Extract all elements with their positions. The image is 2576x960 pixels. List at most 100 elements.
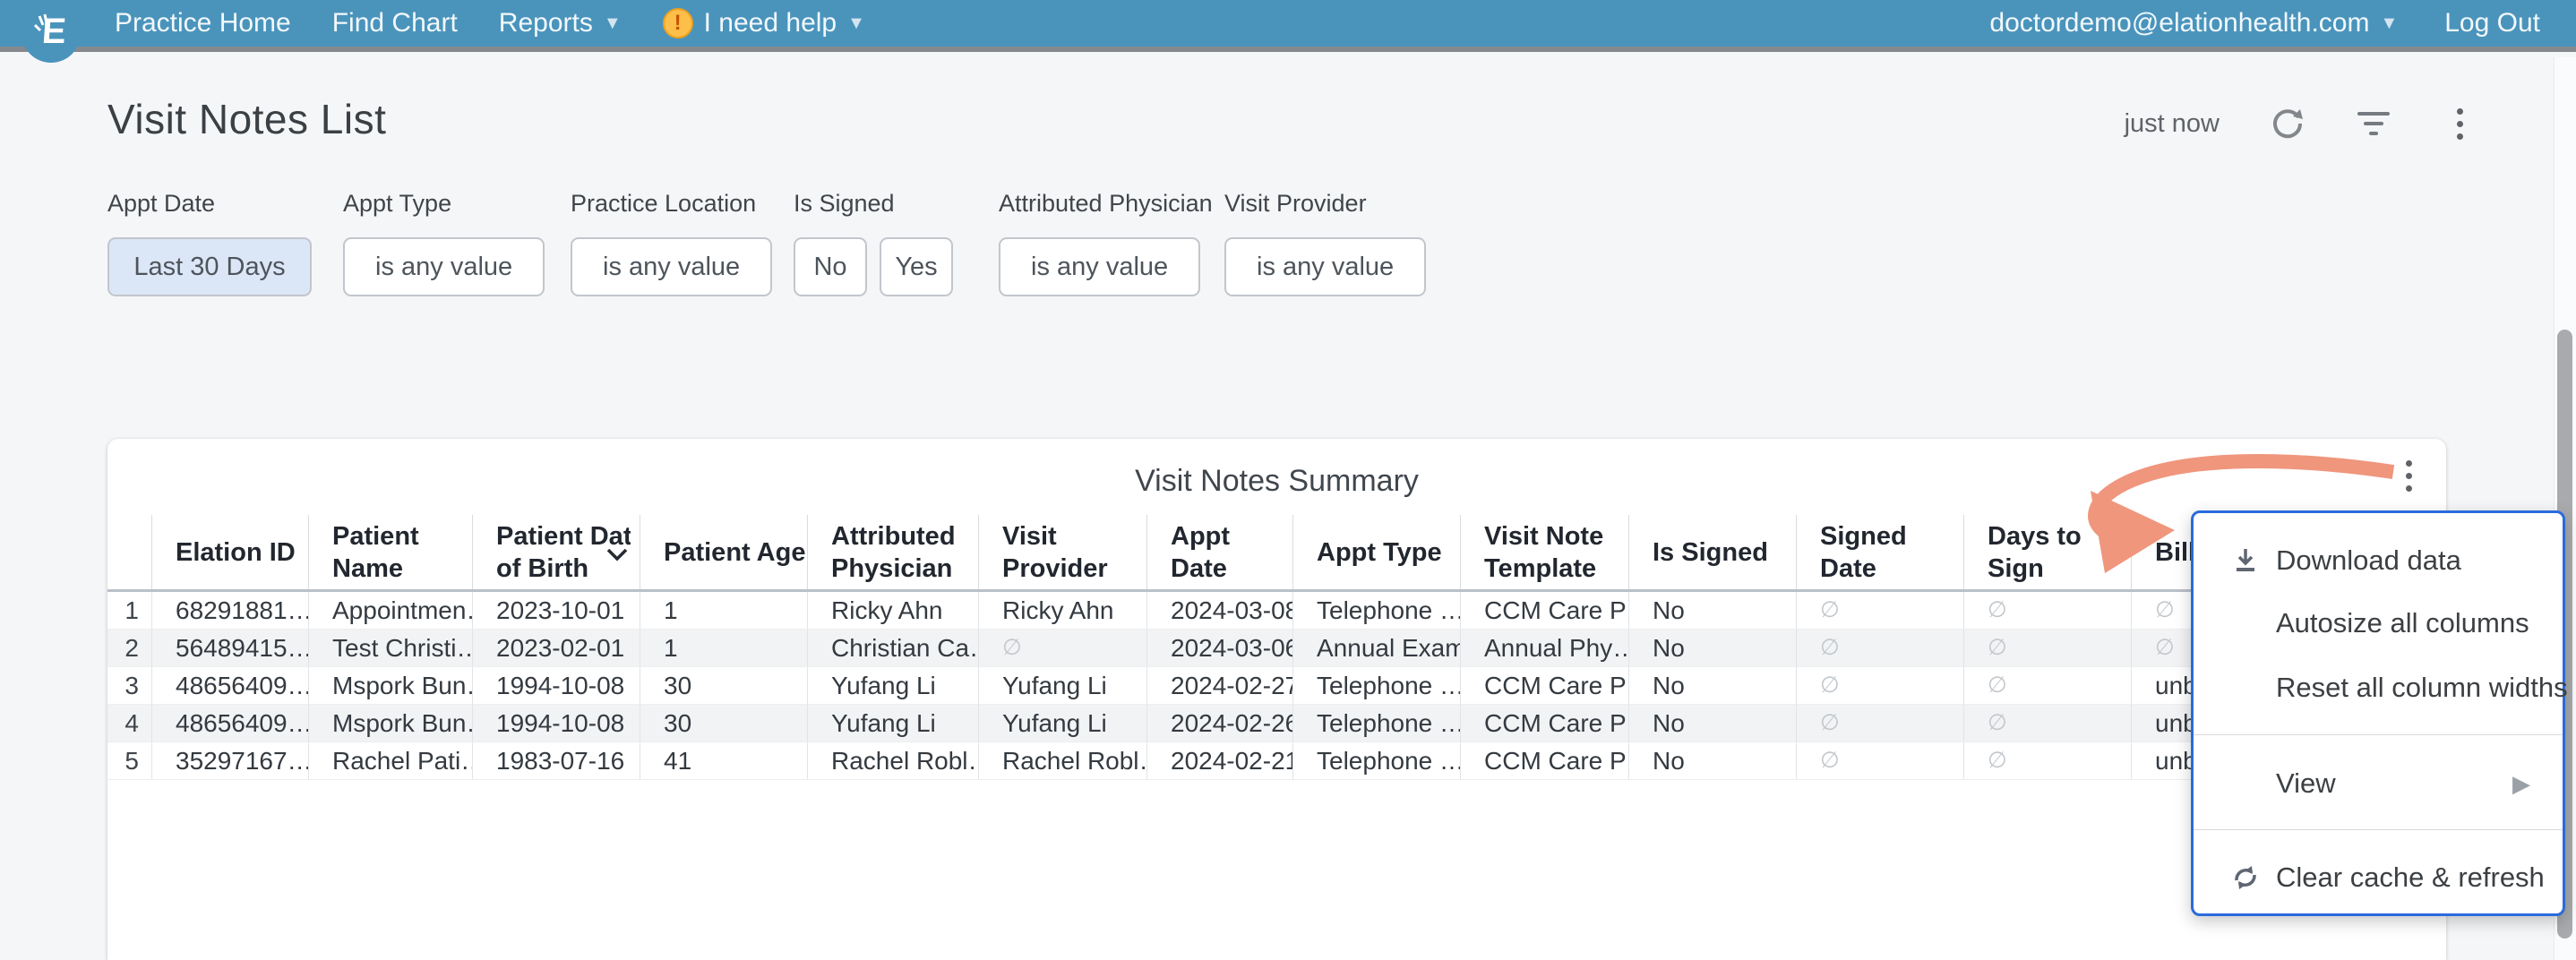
menu-item-view[interactable]: View ▶ <box>2276 767 2530 799</box>
column-header-patient-name[interactable]: Patient Name <box>308 515 472 589</box>
cell-template: Annual Phy… <box>1460 630 1628 666</box>
cell-attributed: Yufang Li <box>807 705 978 741</box>
row-number: 4 <box>125 709 139 737</box>
filter-appt-type: Appt Type is any value <box>343 190 545 296</box>
tile-more-options-icon[interactable] <box>2406 460 2412 492</box>
cell-age: 30 <box>640 705 807 741</box>
sync-icon <box>2229 861 2262 894</box>
column-header-is-signed[interactable]: Is Signed <box>1628 515 1796 589</box>
null-value-icon: ∅ <box>1796 592 1963 629</box>
cell-elation-id: 56489415… <box>151 630 308 666</box>
cell-dob: 2023-10-01 <box>472 592 640 629</box>
cell-dob: 2023-02-01 <box>472 630 640 666</box>
cell-patient-name: Test Christi… <box>308 630 472 666</box>
warning-icon: ! <box>662 8 693 39</box>
column-header-visit-provider[interactable]: Visit Provider <box>978 515 1146 589</box>
cell-elation-id: 35297167… <box>151 742 308 779</box>
cell-age: 41 <box>640 742 807 779</box>
cell-attributed: Rachel Robl… <box>807 742 978 779</box>
account-menu[interactable]: doctordemo@elationhealth.com ▼ <box>1989 8 2399 38</box>
cell-template: CCM Care P… <box>1460 592 1628 629</box>
column-header-appt-date[interactable]: Appt Date <box>1146 515 1292 589</box>
column-header-elation-id[interactable]: Elation ID <box>151 515 308 589</box>
filter-label: Attributed Physician <box>999 190 1213 217</box>
logo-rays-icon <box>33 13 48 32</box>
cell-template: CCM Care P… <box>1460 705 1628 741</box>
appt-date-filter-button[interactable]: Last 30 Days <box>107 237 312 296</box>
filter-appt-date: Appt Date Last 30 Days <box>107 190 312 296</box>
cell-dob: 1994-10-08 <box>472 667 640 704</box>
cell-is-signed: No <box>1628 592 1796 629</box>
column-header-signed-date[interactable]: Signed Date <box>1796 515 1963 589</box>
elation-logo[interactable]: E <box>21 4 81 63</box>
nav-find-chart[interactable]: Find Chart <box>331 8 458 38</box>
log-out-button[interactable]: Log Out <box>2444 8 2540 38</box>
column-header-patient-dob[interactable]: Patient Date of Birth <box>472 515 640 589</box>
cell-appt-type: Telephone … <box>1292 705 1460 741</box>
visit-provider-filter-button[interactable]: is any value <box>1224 237 1427 296</box>
filter-label: Visit Provider <box>1224 190 1367 217</box>
column-header-patient-age[interactable]: Patient Age <box>640 515 807 589</box>
cell-appt-type: Telephone … <box>1292 592 1460 629</box>
column-header-days-to-sign[interactable]: Days to Sign <box>1963 515 2131 589</box>
cell-dob: 1994-10-08 <box>472 705 640 741</box>
row-number: 3 <box>125 672 139 699</box>
table-row[interactable]: 3 48656409… Mspork Bun… 1994-10-08 30 Yu… <box>107 667 2446 705</box>
download-icon <box>2229 545 2262 576</box>
logo-letter: E <box>40 11 67 51</box>
cell-provider: Yufang Li <box>978 667 1146 704</box>
menu-item-clear-cache-refresh[interactable]: Clear cache & refresh <box>2194 856 2563 899</box>
menu-item-autosize-columns[interactable]: Autosize all columns <box>2276 607 2529 639</box>
menu-item-download-data[interactable]: Download data <box>2194 539 2563 582</box>
cell-is-signed: No <box>1628 630 1796 666</box>
last-refreshed-label: just now <box>2124 108 2220 138</box>
table-row[interactable]: 5 35297167… Rachel Pati… 1983-07-16 41 R… <box>107 742 2446 780</box>
null-value-icon: ∅ <box>2131 592 2446 629</box>
more-options-icon[interactable] <box>2442 106 2477 141</box>
attributed-physician-filter-button[interactable]: is any value <box>999 237 1201 296</box>
is-signed-no-button[interactable]: No <box>794 237 867 296</box>
cell-elation-id: 48656409… <box>151 705 308 741</box>
cell-patient-name: Mspork Bun… <box>308 667 472 704</box>
practice-location-filter-button[interactable]: is any value <box>571 237 773 296</box>
is-signed-yes-button[interactable]: Yes <box>880 237 953 296</box>
column-header-rownum <box>107 515 151 589</box>
nav-need-help[interactable]: ! I need help ▼ <box>662 8 865 39</box>
refresh-icon[interactable] <box>2270 106 2306 141</box>
menu-separator <box>2194 829 2563 830</box>
column-header-visit-note-template[interactable]: Visit Note Template <box>1460 515 1628 589</box>
cell-appt-date: 2024-02-26 <box>1146 705 1292 741</box>
page-toolbar: just now <box>2125 106 2477 141</box>
cell-is-signed: No <box>1628 742 1796 779</box>
nav-practice-home[interactable]: Practice Home <box>115 8 291 38</box>
cell-provider: Ricky Ahn <box>978 592 1146 629</box>
cell-is-signed: No <box>1628 667 1796 704</box>
null-value-icon: ∅ <box>1963 705 2131 741</box>
chevron-down-icon: ▼ <box>2380 13 2399 33</box>
chevron-down-icon: ▼ <box>603 13 622 33</box>
null-value-icon: ∅ <box>1796 630 1963 666</box>
nav-reports[interactable]: Reports ▼ <box>498 8 622 38</box>
page-title: Visit Notes List <box>107 96 387 142</box>
menu-item-reset-column-widths[interactable]: Reset all column widths <box>2276 672 2568 703</box>
cell-is-signed: No <box>1628 705 1796 741</box>
filter-icon[interactable] <box>2356 106 2391 141</box>
table-row[interactable]: 4 48656409… Mspork Bun… 1994-10-08 30 Yu… <box>107 705 2446 742</box>
column-header-appt-type[interactable]: Appt Type <box>1292 515 1460 589</box>
cell-attributed: Yufang Li <box>807 667 978 704</box>
table-row[interactable]: 2 56489415… Test Christi… 2023-02-01 1 C… <box>107 630 2446 667</box>
cell-provider: Yufang Li <box>978 705 1146 741</box>
null-value-icon: ∅ <box>1963 742 2131 779</box>
visit-notes-summary-card: Visit Notes Summary Elation ID Patient N… <box>107 439 2446 960</box>
table-row[interactable]: 1 68291881… Appointmen… 2023-10-01 1 Ric… <box>107 592 2446 630</box>
column-header-attributed-physician[interactable]: Attributed Physician <box>807 515 978 589</box>
null-value-icon: ∅ <box>1963 592 2131 629</box>
table-header-row: Elation ID Patient Name Patient Date of … <box>107 515 2446 592</box>
cell-appt-type: Telephone … <box>1292 667 1460 704</box>
cell-appt-type: Telephone … <box>1292 742 1460 779</box>
row-number: 1 <box>125 596 139 624</box>
nav-left: Practice Home Find Chart Reports ▼ ! I ne… <box>0 8 865 39</box>
appt-type-filter-button[interactable]: is any value <box>343 237 545 296</box>
filter-attributed-physician: Attributed Physician is any value <box>999 190 1213 296</box>
cell-age: 1 <box>640 592 807 629</box>
